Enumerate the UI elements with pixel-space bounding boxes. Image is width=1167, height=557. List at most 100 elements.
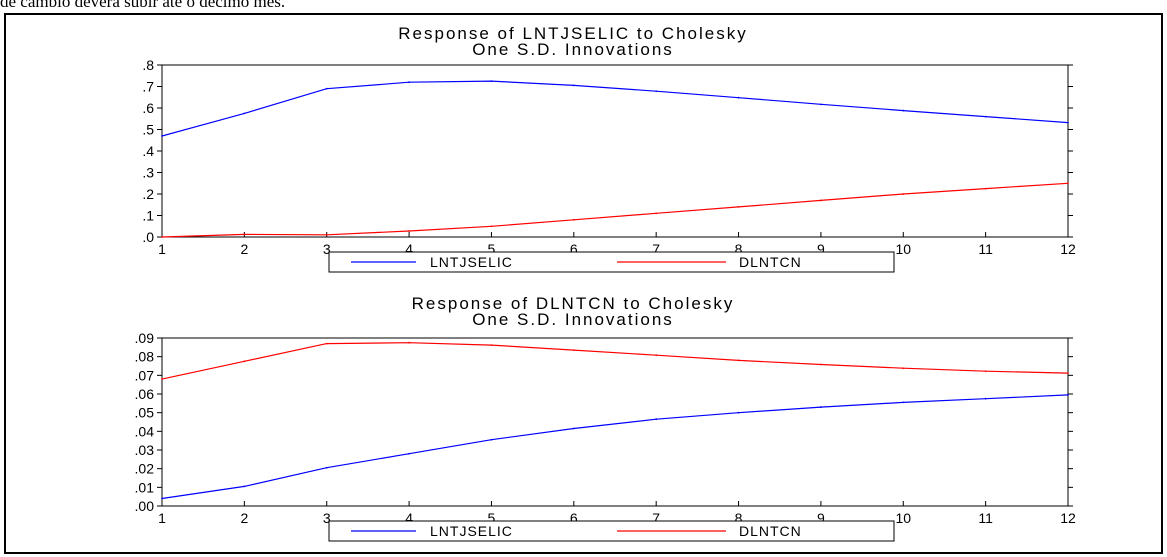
series-point-lntjselic: [820, 103, 822, 106]
series-point-dlntcn: [1067, 182, 1069, 185]
series-point-lntjselic: [161, 497, 163, 500]
series-point-dlntcn: [820, 363, 822, 366]
chart-title: Response of DLNTCN to Cholesky: [412, 294, 735, 313]
series-point-dlntcn: [408, 341, 410, 344]
series-point-lntjselic: [1067, 121, 1069, 124]
series-point-lntjselic: [572, 427, 575, 430]
series-point-lntjselic: [737, 96, 740, 99]
series-point-lntjselic: [737, 411, 740, 414]
series-point-dlntcn: [490, 225, 493, 228]
x-tick-label: 5: [488, 241, 496, 257]
series-point-lntjselic: [325, 87, 328, 90]
legend-label: DLNTCN: [739, 523, 802, 539]
x-tick-label: 10: [895, 510, 911, 526]
y-tick-label: .08: [135, 349, 155, 365]
x-tick-label: 7: [652, 241, 660, 257]
series-point-lntjselic: [161, 135, 163, 137]
series-point-dlntcn: [490, 344, 493, 346]
x-tick-label: 6: [570, 510, 578, 526]
x-tick-label: 1: [158, 510, 166, 526]
x-tick-label: 1: [158, 241, 166, 257]
series-point-lntjselic: [408, 452, 410, 455]
y-tick-label: .00: [135, 498, 155, 514]
series-point-lntjselic: [490, 80, 493, 83]
chart-subtitle: One S.D. Innovations: [472, 40, 674, 59]
chart-title: Response of LNTJSELIC to Cholesky: [398, 24, 747, 43]
series-point-dlntcn: [325, 233, 328, 236]
series-point-lntjselic: [243, 485, 246, 488]
series-point-dlntcn: [737, 359, 740, 362]
y-tick-label: .1: [142, 208, 154, 224]
series-point-lntjselic: [984, 397, 987, 400]
x-tick-label: 4: [405, 241, 413, 257]
y-tick-label: .03: [135, 442, 155, 458]
x-tick-label: 3: [323, 241, 331, 257]
series-point-dlntcn: [243, 233, 246, 236]
x-tick-label: 6: [570, 241, 578, 257]
series-point-dlntcn: [655, 354, 658, 357]
y-tick-label: .05: [135, 405, 155, 421]
series-point-lntjselic: [655, 418, 658, 421]
series-point-dlntcn: [161, 236, 163, 238]
series-point-lntjselic: [408, 81, 410, 84]
y-tick-label: .3: [142, 165, 154, 181]
series-point-lntjselic: [325, 466, 328, 469]
series-point-lntjselic: [1067, 394, 1069, 396]
x-tick-label: 8: [735, 510, 743, 526]
series-point-lntjselic: [984, 115, 987, 118]
y-tick-label: .04: [135, 423, 155, 439]
y-tick-label: .4: [142, 143, 154, 159]
series-point-dlntcn: [572, 349, 575, 352]
y-tick-label: .07: [135, 367, 155, 383]
series-point-dlntcn: [161, 378, 163, 380]
legend-label: DLNTCN: [739, 254, 802, 270]
x-tick-label: 4: [405, 510, 413, 526]
series-point-lntjselic: [243, 112, 246, 115]
caption-text: de câmbio deverá subir até o décimo mês.: [0, 0, 286, 11]
series-point-dlntcn: [243, 360, 246, 363]
series-line-dlntcn: [161, 182, 1069, 238]
x-tick-label: 9: [817, 241, 825, 257]
series-point-dlntcn: [737, 206, 740, 208]
series-point-dlntcn: [1067, 372, 1069, 374]
y-tick-label: .02: [135, 461, 155, 477]
series-point-dlntcn: [984, 187, 987, 190]
y-tick-label: .6: [142, 100, 154, 116]
figure-frame: Response of LNTJSELIC to Cholesky One S.D…: [4, 13, 1163, 554]
y-tick-label: .2: [142, 186, 154, 202]
x-tick-label: 10: [895, 241, 911, 257]
series-point-dlntcn: [408, 230, 410, 232]
series-line-dlntcn: [161, 342, 1069, 380]
x-tick-label: 2: [240, 510, 248, 526]
y-tick-label: .8: [142, 57, 154, 73]
x-tick-label: 3: [323, 510, 331, 526]
x-tick-label: 12: [1060, 510, 1076, 526]
series-line-lntjselic: [161, 80, 1069, 137]
legend-box: [328, 520, 895, 542]
plot-frame: [161, 64, 1069, 238]
chart-subtitle: One S.D. Innovations: [472, 310, 674, 329]
series-point-lntjselic: [572, 84, 575, 87]
series-point-dlntcn: [655, 212, 658, 215]
x-tick-label: 7: [652, 510, 660, 526]
y-tick-label: .09: [135, 330, 155, 346]
series-point-lntjselic: [820, 406, 822, 408]
plot-frame: [161, 337, 1069, 507]
x-tick-label: 5: [488, 510, 496, 526]
legend-box: [328, 251, 895, 273]
series-point-lntjselic: [902, 109, 905, 112]
series-point-dlntcn: [984, 370, 987, 373]
y-tick-label: .5: [142, 122, 154, 138]
series-line-lntjselic: [161, 394, 1069, 500]
y-tick-label: .0: [142, 229, 154, 245]
series-point-lntjselic: [490, 438, 493, 441]
series-point-dlntcn: [572, 218, 575, 221]
x-tick-label: 2: [240, 241, 248, 257]
legend-label: LNTJSELIC: [430, 523, 513, 539]
y-tick-label: .06: [135, 386, 155, 402]
series-point-dlntcn: [325, 342, 328, 345]
x-tick-label: 12: [1060, 241, 1076, 257]
series-point-dlntcn: [902, 367, 905, 370]
x-tick-label: 11: [978, 510, 993, 526]
series-point-dlntcn: [820, 199, 822, 202]
